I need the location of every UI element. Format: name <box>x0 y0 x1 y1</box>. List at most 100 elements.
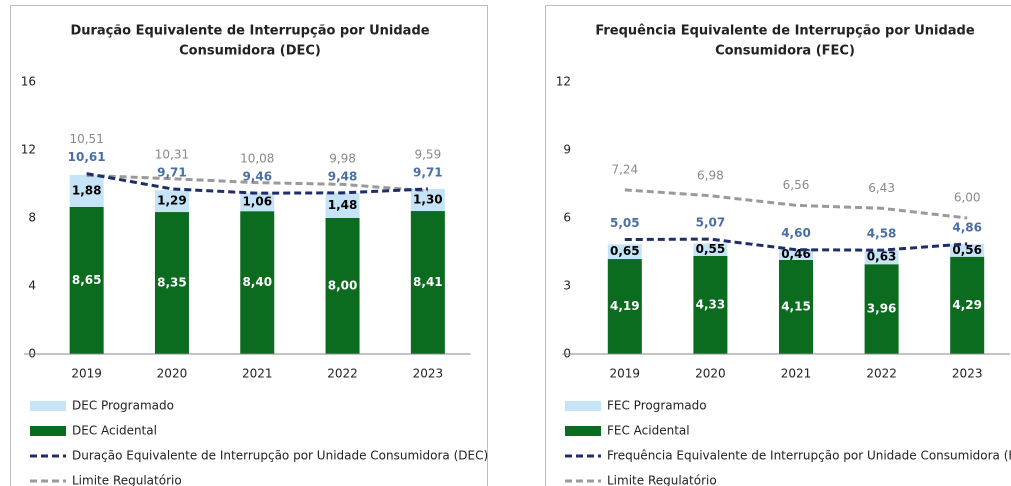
bar-segment <box>607 259 642 354</box>
bar-segment <box>325 192 360 218</box>
x-tick-label: 2022 <box>866 367 897 381</box>
data-label: 4,15 <box>781 299 811 313</box>
legend-swatch <box>565 426 601 436</box>
bar-segment <box>779 259 813 354</box>
bar-segment <box>240 193 275 212</box>
legend-label: FEC Acidental <box>607 424 690 438</box>
legend-swatch <box>30 401 66 411</box>
chart-title: Duração Equivalente de Interrupção por U… <box>70 24 429 39</box>
bar-segment <box>410 188 445 212</box>
bar-segment <box>240 211 275 354</box>
data-label: 5,05 <box>610 216 640 230</box>
chart: Duração Equivalente de Interrupção por U… <box>10 5 488 486</box>
data-label: 1,30 <box>413 192 443 206</box>
line-series <box>86 173 428 193</box>
data-label: 4,86 <box>952 220 982 234</box>
chart-frame <box>10 5 488 486</box>
data-label: 8,35 <box>157 276 187 290</box>
chart-title: Consumidora (FEC) <box>715 44 855 59</box>
data-label: 1,29 <box>157 194 187 208</box>
y-tick-label: 4 <box>28 279 36 293</box>
x-tick-label: 2022 <box>327 367 358 381</box>
x-tick-label: 2020 <box>695 367 726 381</box>
chart-frame <box>545 5 1011 486</box>
y-tick-label: 16 <box>21 75 36 89</box>
bar-segment <box>950 244 985 257</box>
y-tick-label: 12 <box>556 75 571 89</box>
legend-label: FEC Programado <box>607 399 707 413</box>
legend-label: Duração Equivalente de Interrupção por U… <box>72 449 488 463</box>
x-tick-label: 2019 <box>71 367 102 381</box>
data-label: 6,43 <box>868 181 895 195</box>
data-label: 9,46 <box>242 170 272 184</box>
bar-segment <box>864 249 899 265</box>
data-label: 3,96 <box>867 302 897 316</box>
data-label: 1,06 <box>242 195 272 209</box>
data-label: 9,71 <box>157 165 187 179</box>
data-label: 0,56 <box>952 243 982 257</box>
data-label: 0,65 <box>610 244 640 258</box>
line-series <box>86 172 428 195</box>
data-label: 9,98 <box>329 151 356 165</box>
y-tick-label: 9 <box>563 143 571 157</box>
bar-segment <box>693 255 728 354</box>
data-label: 10,31 <box>155 147 189 161</box>
line-series <box>624 188 968 220</box>
data-label: 0,55 <box>696 242 726 256</box>
bar-segment <box>69 174 104 207</box>
data-label: 10,08 <box>240 152 274 166</box>
x-tick-label: 2023 <box>413 367 444 381</box>
data-label: 10,51 <box>69 132 103 146</box>
bar-segment <box>779 249 813 260</box>
data-label: 5,07 <box>696 216 726 230</box>
legend-label: Limite Regulatório <box>607 474 717 486</box>
data-label: 8,41 <box>413 275 443 289</box>
data-label: 8,65 <box>72 273 102 287</box>
data-label: 9,48 <box>328 169 358 183</box>
y-tick-label: 8 <box>28 211 36 225</box>
legend-label: Limite Regulatório <box>72 474 182 486</box>
y-tick-label: 3 <box>563 279 571 293</box>
data-label: 10,61 <box>68 150 106 164</box>
chart: Frequência Equivalente de Interrupção po… <box>545 5 1011 486</box>
data-label: 4,19 <box>610 299 640 313</box>
data-label: 4,58 <box>867 227 897 241</box>
data-label: 6,00 <box>954 191 981 205</box>
x-tick-label: 2021 <box>242 367 273 381</box>
legend-label: DEC Acidental <box>72 424 157 438</box>
bar-segment <box>154 212 189 354</box>
bar-segment <box>693 243 728 256</box>
data-label: 9,59 <box>414 147 441 161</box>
data-label: 4,33 <box>696 297 726 311</box>
bar-segment <box>69 206 104 354</box>
bar-segment <box>154 190 189 213</box>
data-label: 6,56 <box>783 178 810 192</box>
data-label: 7,24 <box>611 162 638 176</box>
bar-segment <box>410 211 445 354</box>
data-label: 8,00 <box>328 279 358 293</box>
data-label: 0,63 <box>867 250 897 264</box>
y-tick-label: 6 <box>563 211 571 225</box>
data-label: 4,29 <box>952 298 982 312</box>
line-series <box>624 237 968 252</box>
data-label: 9,71 <box>413 165 443 179</box>
bar-segment <box>325 218 360 354</box>
bar-segment <box>864 264 899 354</box>
legend-swatch <box>30 426 66 436</box>
x-tick-label: 2023 <box>952 367 983 381</box>
data-label: 8,40 <box>242 275 272 289</box>
data-label: 1,88 <box>72 183 102 197</box>
chart-title: Consumidora (DEC) <box>179 44 321 59</box>
x-tick-label: 2021 <box>781 367 812 381</box>
data-label: 1,48 <box>328 198 358 212</box>
legend-swatch <box>565 401 601 411</box>
y-tick-label: 12 <box>21 143 36 157</box>
data-label: 6,98 <box>697 168 724 182</box>
chart-title: Frequência Equivalente de Interrupção po… <box>595 24 975 39</box>
legend-label: DEC Programado <box>72 399 174 413</box>
bar-segment <box>950 256 985 354</box>
bar-segment <box>607 244 642 260</box>
data-label: 4,60 <box>781 226 811 240</box>
x-tick-label: 2020 <box>157 367 188 381</box>
